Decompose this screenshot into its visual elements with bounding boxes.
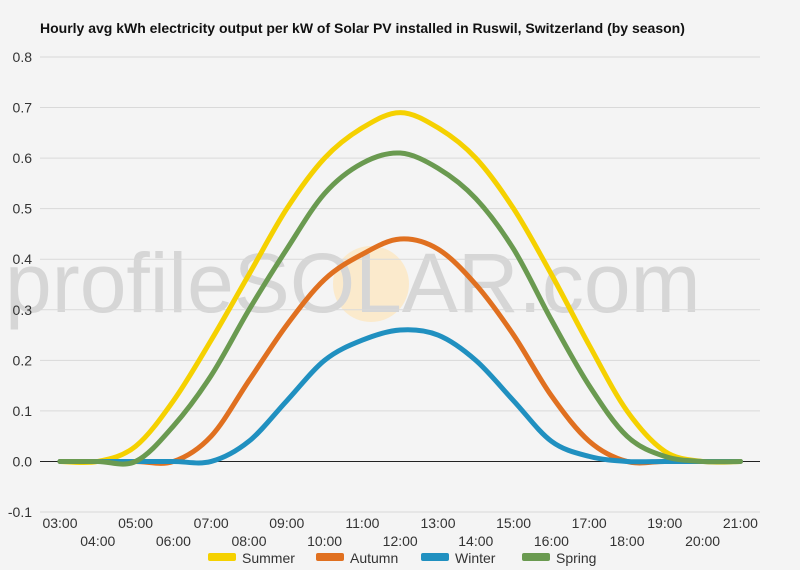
x-tick-label: 11:00 (345, 515, 379, 531)
x-tick-label: 13:00 (420, 515, 455, 531)
legend-label-autumn: Autumn (350, 550, 398, 566)
legend-swatch-spring (522, 553, 550, 561)
watermark-text: profileSOLAR.com (5, 236, 701, 330)
y-tick-label: 0.8 (13, 49, 33, 65)
legend-label-summer: Summer (242, 550, 295, 566)
gridlines (40, 56, 760, 513)
y-tick-label: 0.4 (13, 251, 33, 267)
x-tick-label: 12:00 (383, 533, 418, 549)
x-tick-label: 05:00 (118, 515, 153, 531)
chart-title: Hourly avg kWh electricity output per kW… (40, 20, 685, 36)
x-tick-label: 06:00 (156, 533, 191, 549)
watermark: profileSOLAR.com (5, 236, 701, 330)
y-tick-label: 0.0 (13, 453, 33, 469)
x-tick-label: 08:00 (231, 533, 266, 549)
legend-swatch-winter (421, 553, 449, 561)
series-line-winter (57, 327, 743, 466)
y-axis: -0.1 0.0 0.1 0.2 0.3 0.4 0.5 0.6 0.7 0.8 (8, 49, 32, 520)
x-tick-label: 19:00 (647, 515, 682, 531)
legend: Summer Autumn Winter Spring (208, 550, 596, 566)
y-tick-label: 0.6 (13, 150, 33, 166)
x-tick-label: 03:00 (42, 515, 77, 531)
series-lines (57, 110, 743, 467)
x-tick-label: 09:00 (269, 515, 304, 531)
legend-label-spring: Spring (556, 550, 596, 566)
y-tick-label: 0.3 (13, 302, 33, 318)
x-tick-label: 20:00 (685, 533, 720, 549)
y-tick-label: 0.7 (13, 100, 33, 116)
watermark-sun-icon (333, 246, 409, 322)
x-tick-label: 14:00 (458, 533, 493, 549)
x-tick-label: 16:00 (534, 533, 569, 549)
x-tick-label: 15:00 (496, 515, 531, 531)
y-tick-label: 0.1 (13, 403, 33, 419)
legend-swatch-summer (208, 553, 236, 561)
x-tick-label: 04:00 (80, 533, 115, 549)
series-line-spring (57, 150, 743, 467)
x-tick-label: 18:00 (609, 533, 644, 549)
y-tick-label: 0.2 (13, 352, 33, 368)
y-tick-label: 0.5 (13, 201, 33, 217)
series-line-summer (57, 110, 743, 466)
y-tick-label: -0.1 (8, 504, 32, 520)
legend-label-winter: Winter (455, 550, 496, 566)
x-tick-label: 07:00 (194, 515, 229, 531)
x-tick-label: 10:00 (307, 533, 342, 549)
x-tick-label: 21:00 (723, 515, 758, 531)
x-axis: 03:0004:0005:0006:0007:0008:0009:0010:00… (42, 515, 758, 549)
x-tick-label: 17:00 (572, 515, 607, 531)
legend-swatch-autumn (316, 553, 344, 561)
